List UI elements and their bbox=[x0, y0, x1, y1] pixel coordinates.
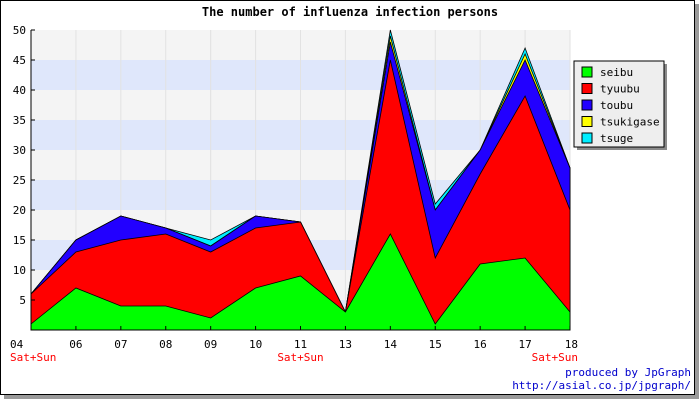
legend-label-toubu: toubu bbox=[600, 99, 633, 112]
area-series-seibu bbox=[30, 233, 571, 331]
credit-line-2: http://asial.co.jp/jpgraph/ bbox=[512, 379, 691, 392]
y-tick-label: 30 bbox=[13, 144, 26, 157]
legend-swatch-tsukigase bbox=[581, 116, 593, 127]
y-tick-label: 35 bbox=[13, 114, 26, 127]
x-tick-label: 10 bbox=[249, 338, 262, 351]
legend: seibu tyuubu toubu tsukigase tsuge bbox=[573, 60, 667, 150]
x-tick-label: 07 bbox=[114, 338, 127, 351]
legend-label-tsuge: tsuge bbox=[600, 132, 633, 145]
y-tick-label: 45 bbox=[13, 54, 26, 67]
x-tick-label: 09 bbox=[204, 338, 217, 351]
legend-swatch-toubu bbox=[581, 99, 593, 111]
x-tick-label: 08 bbox=[159, 338, 172, 351]
legend-label-seibu: seibu bbox=[600, 66, 633, 79]
credit-line-1: produced by JpGraph bbox=[565, 366, 691, 379]
x-tick-label: 18 bbox=[565, 338, 578, 351]
weekend-label: Sat+Sun bbox=[277, 351, 323, 364]
chart-title: The number of influenza infection person… bbox=[202, 5, 498, 19]
area-series-tyuubu bbox=[30, 59, 571, 331]
legend-label-tyuubu: tyuubu bbox=[600, 83, 640, 96]
y-tick-label: 50 bbox=[13, 24, 26, 37]
x-tick-label: 14 bbox=[384, 338, 398, 351]
y-axis-ticks: 5 10 15 20 25 30 35 40 45 50 bbox=[13, 24, 35, 307]
x-tick-label: 15 bbox=[429, 338, 442, 351]
series-areas bbox=[30, 29, 571, 331]
legend-swatch-seibu bbox=[581, 66, 593, 78]
y-tick-label: 25 bbox=[13, 174, 26, 187]
y-tick-label: 10 bbox=[13, 264, 26, 277]
x-tick-label: 17 bbox=[518, 338, 531, 351]
legend-swatch-tyuubu bbox=[581, 83, 593, 94]
y-tick-label: 20 bbox=[13, 204, 26, 217]
x-tick-label: 06 bbox=[69, 338, 82, 351]
weekend-label: Sat+Sun bbox=[10, 351, 56, 364]
x-tick-label: 16 bbox=[474, 338, 487, 351]
legend-swatch-tsuge bbox=[581, 132, 593, 144]
y-tick-label: 40 bbox=[13, 84, 26, 97]
x-tick-label: 13 bbox=[339, 338, 352, 351]
y-tick-label: 15 bbox=[13, 234, 26, 247]
legend-label-tsukigase: tsukigase bbox=[600, 116, 660, 129]
x-tick-label: 11 bbox=[294, 338, 307, 351]
x-tick-label: 04 bbox=[10, 338, 24, 351]
y-tick-label: 5 bbox=[19, 294, 26, 307]
weekend-label: Sat+Sun bbox=[532, 351, 578, 364]
